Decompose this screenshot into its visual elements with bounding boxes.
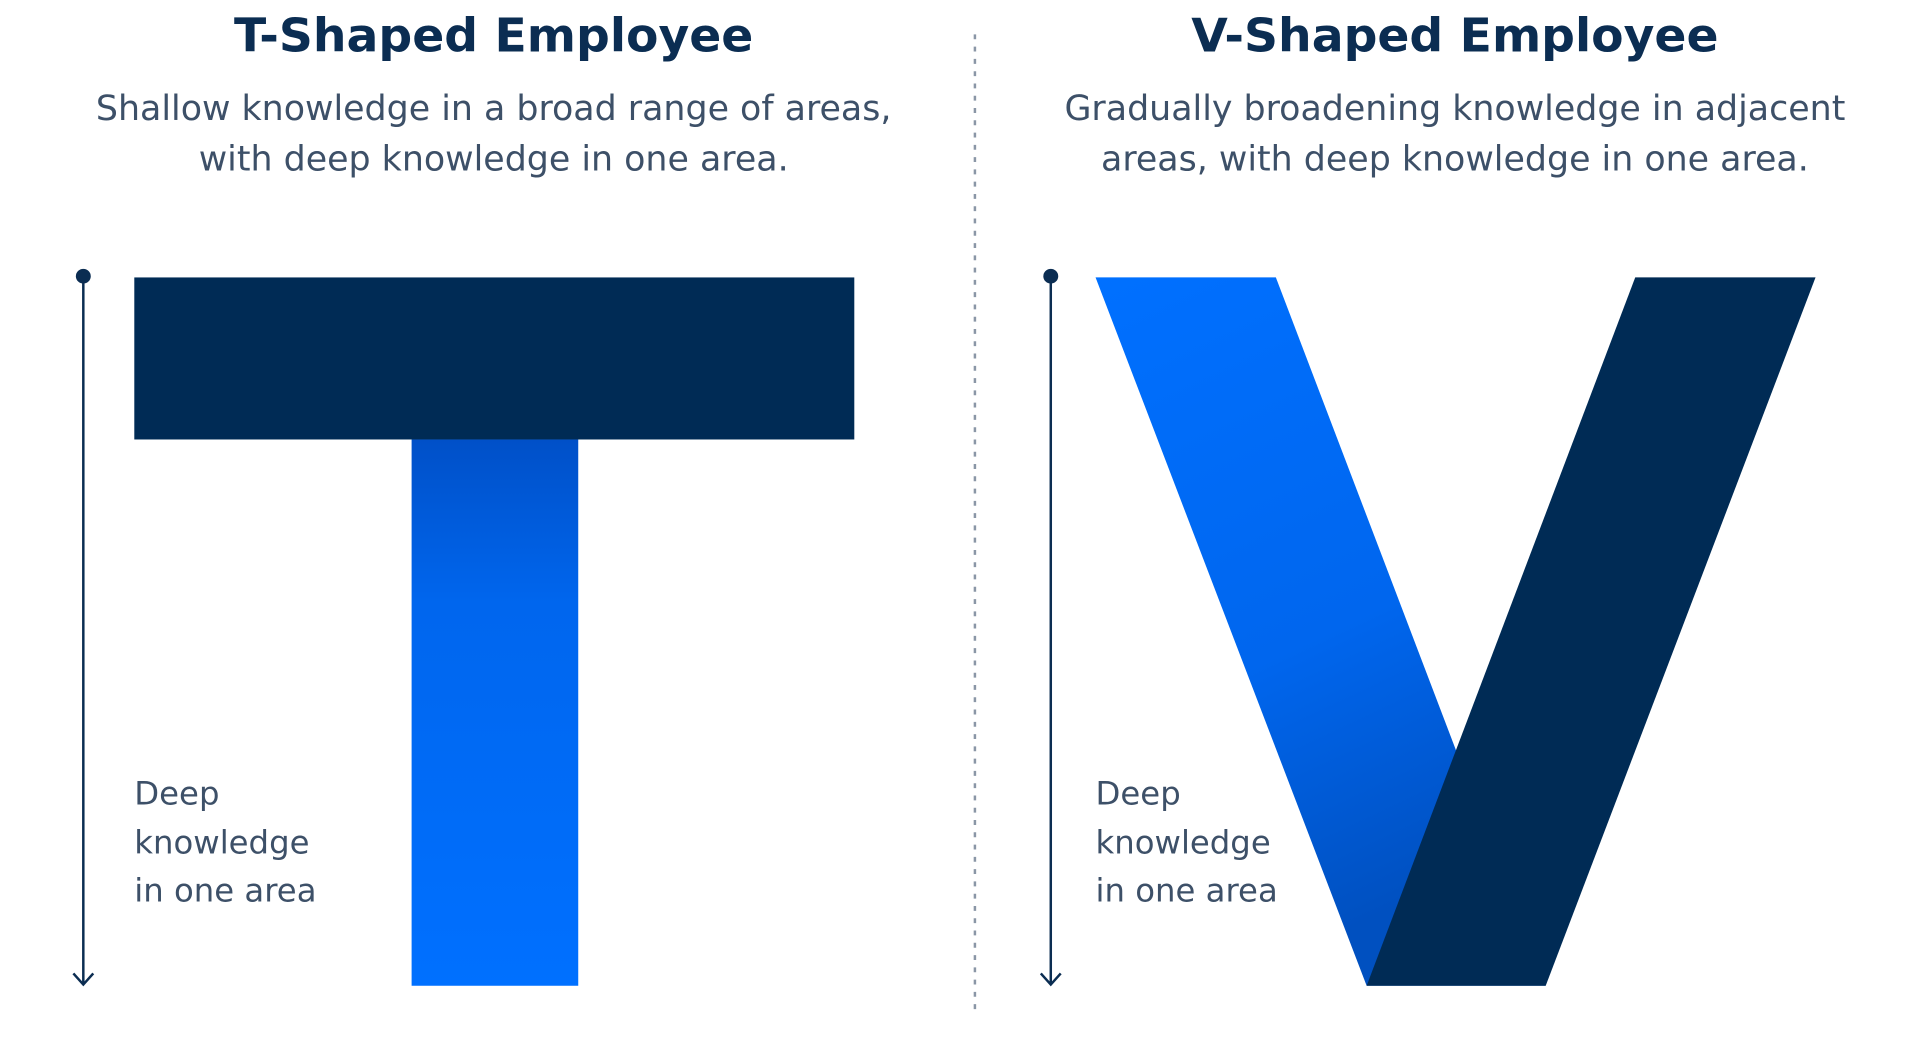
description: Shallow knowledge in a broad range of ar… — [96, 89, 892, 129]
title: T-Shaped Employee — [234, 9, 753, 64]
t-stem — [411, 439, 579, 986]
axis-label: in one area — [1096, 872, 1278, 910]
axis-label: in one area — [134, 872, 316, 910]
axis-dot — [1043, 268, 1059, 284]
axis-label: Deep — [1096, 775, 1181, 813]
axis-label: knowledge — [134, 824, 309, 862]
arrowhead — [1039, 972, 1062, 987]
description: Gradually broadening knowledge in adjace… — [1064, 89, 1845, 129]
v-left-arm — [1095, 277, 1546, 986]
axis-label: knowledge — [1096, 824, 1271, 862]
description: areas, with deep knowledge in one area. — [1101, 139, 1809, 179]
t-bar — [134, 277, 855, 440]
axis-dot — [75, 268, 91, 284]
description: with deep knowledge in one area. — [199, 139, 789, 179]
title: V-Shaped Employee — [1191, 9, 1718, 64]
axis-label: Deep — [134, 775, 219, 813]
v-right-arm — [1366, 277, 1816, 986]
arrowhead — [72, 972, 95, 987]
